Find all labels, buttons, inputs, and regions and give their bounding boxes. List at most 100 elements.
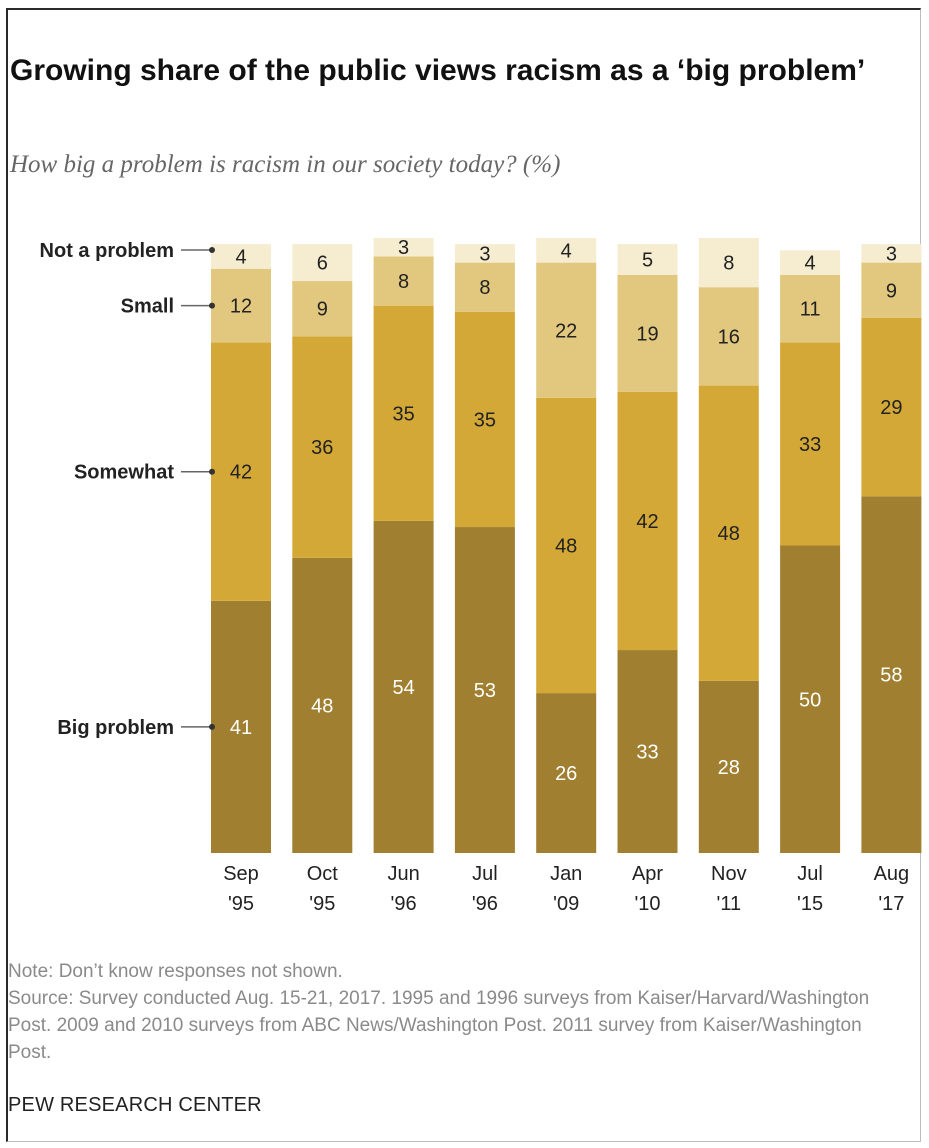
- bar-somewhat-4: [454, 311, 515, 528]
- data-label-big-problem-5: 26: [555, 763, 577, 785]
- x-tick-label-2-2: '95: [309, 893, 335, 915]
- data-label-small-2: 9: [317, 299, 328, 321]
- bar-somewhat-9: [861, 317, 922, 497]
- data-label-somewhat-4: 35: [474, 409, 496, 431]
- data-label-small-7: 16: [718, 326, 740, 348]
- bar-small-7: [698, 287, 759, 386]
- bar-not-a-problem-8: [780, 250, 841, 275]
- x-tick-label-5-1: Jan: [550, 863, 582, 885]
- data-label-big-problem-9: 58: [880, 665, 902, 687]
- data-label-big-problem-3: 54: [392, 677, 414, 699]
- bar-somewhat-3: [373, 305, 434, 521]
- data-label-somewhat-9: 29: [880, 397, 902, 419]
- data-label-small-6: 19: [636, 323, 658, 345]
- x-tick-label-7-1: Nov: [711, 863, 747, 885]
- source-text: Source: Survey conducted Aug. 15-21, 201…: [8, 988, 870, 1063]
- data-label-not-a-problem-6: 5: [642, 250, 653, 272]
- data-label-somewhat-6: 42: [636, 511, 658, 533]
- stacked-bar-chart: 4142124Sep'95483696Oct'95543583Jun'96533…: [40, 237, 922, 915]
- bar-big-problem-5: [536, 693, 597, 853]
- bar-big-problem-9: [861, 496, 922, 853]
- chart-title: Growing share of the public views racism…: [10, 54, 866, 87]
- legend-label-not-a-problem: Not a problem: [40, 240, 174, 262]
- x-tick-label-6-1: Apr: [632, 863, 663, 885]
- x-tick-label-5-2: '09: [553, 893, 579, 915]
- bar-not-a-problem-1: [211, 244, 271, 269]
- legend-dot-somewhat: [209, 468, 215, 475]
- bar-not-a-problem-6: [617, 244, 678, 275]
- data-label-big-problem-7: 28: [718, 757, 740, 779]
- bar-small-4: [454, 262, 515, 312]
- data-label-somewhat-5: 48: [555, 536, 577, 558]
- x-tick-label-8-1: Jul: [797, 863, 823, 885]
- data-label-not-a-problem-3: 3: [398, 237, 409, 259]
- bar-small-6: [617, 274, 678, 392]
- data-label-somewhat-2: 36: [311, 437, 333, 459]
- legend-label-small: Small: [121, 296, 174, 318]
- data-label-big-problem-4: 53: [474, 680, 496, 702]
- bar-not-a-problem-9: [861, 244, 922, 263]
- bar-big-problem-1: [211, 600, 271, 853]
- x-tick-label-1-1: Sep: [223, 863, 259, 885]
- x-tick-label-9-1: Aug: [874, 863, 910, 885]
- data-label-not-a-problem-5: 4: [561, 240, 572, 262]
- bar-not-a-problem-4: [454, 244, 515, 263]
- data-label-small-4: 8: [479, 277, 490, 299]
- legend-dot-big-problem: [209, 723, 215, 730]
- bar-small-5: [536, 262, 597, 398]
- bar-small-3: [373, 256, 434, 306]
- data-label-big-problem-2: 48: [311, 695, 333, 717]
- bar-big-problem-3: [373, 520, 434, 853]
- legend-label-big-problem: Big problem: [57, 717, 174, 739]
- data-label-somewhat-1: 42: [230, 462, 252, 484]
- bar-somewhat-6: [617, 391, 678, 651]
- x-tick-label-1-2: '95: [228, 893, 254, 915]
- data-label-small-3: 8: [398, 271, 409, 293]
- note-text: Note: Don’t know responses not shown.: [8, 961, 343, 982]
- x-tick-label-4-2: '96: [472, 893, 498, 915]
- bar-somewhat-5: [536, 397, 597, 694]
- x-tick-label-9-2: '17: [878, 893, 904, 915]
- bar-big-problem-8: [780, 545, 841, 853]
- data-label-not-a-problem-7: 8: [723, 253, 734, 275]
- data-label-not-a-problem-2: 6: [317, 253, 328, 275]
- bar-not-a-problem-2: [292, 244, 353, 282]
- chart-subtitle: How big a problem is racism in our socie…: [10, 151, 561, 178]
- bar-big-problem-7: [698, 680, 759, 853]
- bar-not-a-problem-3: [373, 238, 434, 257]
- bar-somewhat-7: [698, 385, 759, 681]
- x-tick-label-4-1: Jul: [472, 863, 498, 885]
- x-tick-label-6-2: '10: [634, 893, 660, 915]
- data-label-somewhat-7: 48: [718, 523, 740, 545]
- data-label-not-a-problem-8: 4: [805, 253, 816, 275]
- data-label-not-a-problem-4: 3: [479, 243, 490, 265]
- bar-big-problem-4: [454, 527, 515, 853]
- legend-dot-not-a-problem: [209, 247, 215, 253]
- data-label-somewhat-3: 35: [392, 403, 414, 425]
- data-label-somewhat-8: 33: [799, 434, 821, 456]
- bar-small-9: [861, 262, 922, 318]
- bar-small-1: [211, 268, 271, 343]
- bar-not-a-problem-7: [698, 238, 759, 288]
- chart-notes: Note: Don’t know responses not shown. So…: [8, 958, 908, 1066]
- data-label-small-9: 9: [886, 280, 897, 302]
- data-label-small-8: 11: [800, 299, 821, 321]
- bar-small-2: [292, 281, 353, 337]
- bar-not-a-problem-5: [536, 238, 597, 263]
- data-label-not-a-problem-9: 3: [886, 243, 897, 265]
- bar-somewhat-8: [780, 342, 841, 546]
- brand-logo-text: PEW RESEARCH CENTER: [8, 1094, 262, 1116]
- bar-somewhat-2: [292, 336, 353, 558]
- data-label-small-5: 22: [555, 320, 577, 342]
- bar-big-problem-6: [617, 650, 678, 853]
- data-label-big-problem-6: 33: [636, 742, 658, 764]
- x-tick-label-3-1: Jun: [387, 863, 419, 885]
- legend-dot-small: [209, 302, 215, 309]
- x-tick-label-8-2: '15: [797, 893, 823, 915]
- x-tick-label-3-2: '96: [391, 893, 417, 915]
- bar-small-8: [780, 274, 841, 343]
- data-label-small-1: 12: [230, 296, 252, 318]
- x-tick-label-7-2: '11: [717, 893, 742, 915]
- data-label-not-a-problem-1: 4: [235, 246, 246, 268]
- data-label-big-problem-8: 50: [799, 689, 821, 711]
